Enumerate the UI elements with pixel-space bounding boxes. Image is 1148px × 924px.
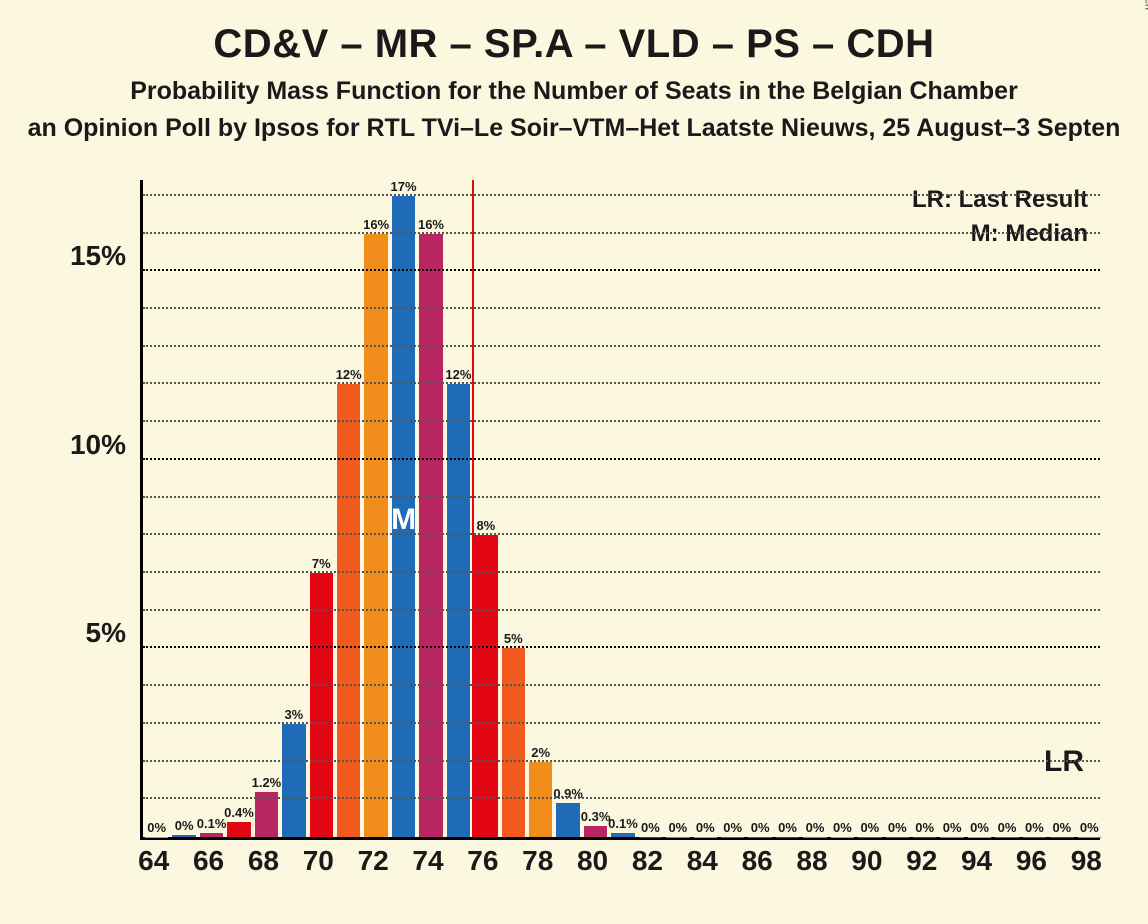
bar-value-label: 0% — [806, 820, 825, 837]
x-tick-label: 90 — [851, 845, 882, 877]
bar: 0% — [858, 837, 881, 838]
bar-value-label: 0.4% — [224, 805, 254, 822]
median-vline — [472, 180, 474, 837]
bar-value-label: 0% — [668, 820, 687, 837]
chart-area: 0%0%0.1%0.4%1.2%3%7%12%16%17%16%12%8%5%2… — [140, 180, 1100, 840]
bar-value-label: 0% — [641, 820, 660, 837]
x-tick-label: 82 — [632, 845, 663, 877]
x-tick-label: 78 — [522, 845, 553, 877]
y-tick-label: 15% — [70, 240, 126, 272]
x-tick-label: 94 — [961, 845, 992, 877]
x-tick-label: 72 — [358, 845, 389, 877]
x-tick-label: 70 — [303, 845, 334, 877]
bar-value-label: 0% — [175, 818, 194, 835]
bar: 0.1% — [200, 833, 223, 837]
lr-marker: LR — [1044, 745, 1084, 779]
bar-value-label: 0% — [833, 820, 852, 837]
bar-value-label: 1.2% — [252, 775, 282, 792]
bar-value-label: 0% — [778, 820, 797, 837]
bar-value-label: 0.3% — [581, 809, 611, 826]
copyright-text: © 2019 Filip van Laenen — [1142, 0, 1148, 10]
bar: 0.1% — [611, 833, 634, 837]
bar-value-label: 0.9% — [553, 786, 583, 803]
plot-area: 5%10%15% 0%0%0.1%0.4%1.2%3%7%12%16%17%16… — [60, 180, 1110, 880]
bar: 0% — [886, 837, 909, 838]
bar-value-label: 0% — [147, 820, 166, 837]
bar: 0% — [721, 837, 744, 838]
bar-value-label: 0% — [860, 820, 879, 837]
x-tick-label: 98 — [1071, 845, 1102, 877]
x-tick-label: 88 — [796, 845, 827, 877]
bar: 0.3% — [584, 826, 607, 837]
bar-value-label: 0% — [888, 820, 907, 837]
bar: 0% — [1078, 837, 1101, 838]
x-tick-label: 92 — [906, 845, 937, 877]
bar: 5% — [502, 648, 525, 837]
bar: 3% — [282, 724, 305, 837]
bar: 12% — [447, 384, 470, 837]
bar: 0% — [1050, 837, 1073, 838]
bar-value-label: 0% — [751, 820, 770, 837]
bar-value-label: 0% — [970, 820, 989, 837]
chart-title: CD&V – MR – SP.A – VLD – PS – CDH — [0, 22, 1148, 67]
bar-value-label: 0% — [1025, 820, 1044, 837]
bar: 0% — [1023, 837, 1046, 838]
legend-m: M: Median — [971, 220, 1088, 248]
bar: 0% — [913, 837, 936, 838]
bar: 0.9% — [556, 803, 579, 837]
chart-subtitle2: an Opinion Poll by Ipsos for RTL TVi–Le … — [0, 114, 1148, 143]
chart-container: © 2019 Filip van Laenen CD&V – MR – SP.A… — [0, 0, 1148, 924]
x-tick-label: 84 — [687, 845, 718, 877]
median-marker: M — [391, 503, 416, 537]
bar: 0% — [803, 837, 826, 838]
bar: 0% — [145, 837, 168, 838]
bar: 0% — [694, 837, 717, 838]
bar: 0% — [968, 837, 991, 838]
bar-value-label: 0% — [1080, 820, 1099, 837]
x-tick-label: 66 — [193, 845, 224, 877]
y-axis-labels: 5% 10% 15% — [60, 180, 136, 840]
bar: 0% — [940, 837, 963, 838]
y-tick-label: 5% — [86, 617, 126, 649]
bar: 0% — [995, 837, 1018, 838]
y-tick-label: 10% — [70, 429, 126, 461]
bar-value-label: 0% — [998, 820, 1017, 837]
bar: 0% — [831, 837, 854, 838]
x-tick-label: 74 — [412, 845, 443, 877]
bar: 0% — [666, 837, 689, 838]
bar: 0% — [776, 837, 799, 838]
x-tick-label: 68 — [248, 845, 279, 877]
bar-value-label: 0% — [943, 820, 962, 837]
x-tick-label: 76 — [467, 845, 498, 877]
bar: 0.4% — [227, 822, 250, 837]
bar-value-label: 0.1% — [197, 816, 227, 833]
bar-value-label: 0% — [1052, 820, 1071, 837]
bars-layer: 0%0%0.1%0.4%1.2%3%7%12%16%17%16%12%8%5%2… — [143, 180, 1100, 837]
x-axis-labels: 64 66 68 70 72 74 76 78 80 82 84 86 88 90 92 94 96 98 — [140, 845, 1100, 885]
bar-value-label: 0.1% — [608, 816, 638, 833]
x-tick-label: 96 — [1016, 845, 1047, 877]
x-tick-label: 80 — [577, 845, 608, 877]
bar: 12% — [337, 384, 360, 837]
legend-lr: LR: Last Result — [912, 186, 1088, 214]
chart-subtitle1: Probability Mass Function for the Number… — [0, 77, 1148, 106]
bar-value-label: 0% — [696, 820, 715, 837]
x-tick-label: 64 — [138, 845, 169, 877]
bar: 0% — [639, 837, 662, 838]
bar: 0% — [172, 835, 195, 837]
bar-value-label: 0% — [915, 820, 934, 837]
x-tick-label: 86 — [742, 845, 773, 877]
bar-value-label: 0% — [723, 820, 742, 837]
bar: 0% — [748, 837, 771, 838]
